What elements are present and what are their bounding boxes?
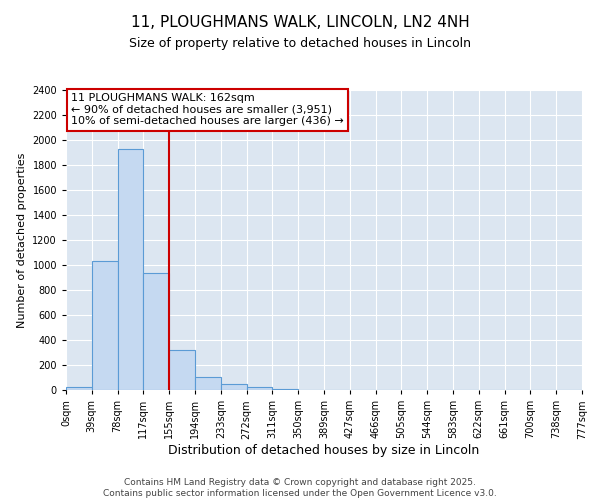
Bar bbox=[247, 387, 272, 390]
Bar bbox=[221, 384, 247, 390]
Text: Contains HM Land Registry data © Crown copyright and database right 2025.
Contai: Contains HM Land Registry data © Crown c… bbox=[103, 478, 497, 498]
Bar bbox=[66, 387, 92, 390]
Bar bbox=[169, 350, 195, 390]
Bar bbox=[118, 149, 143, 390]
Text: 11, PLOUGHMANS WALK, LINCOLN, LN2 4NH: 11, PLOUGHMANS WALK, LINCOLN, LN2 4NH bbox=[131, 15, 469, 30]
Text: 11 PLOUGHMANS WALK: 162sqm
← 90% of detached houses are smaller (3,951)
10% of s: 11 PLOUGHMANS WALK: 162sqm ← 90% of deta… bbox=[71, 93, 344, 126]
Bar bbox=[195, 377, 221, 390]
X-axis label: Distribution of detached houses by size in Lincoln: Distribution of detached houses by size … bbox=[169, 444, 479, 457]
Y-axis label: Number of detached properties: Number of detached properties bbox=[17, 152, 26, 328]
Text: Size of property relative to detached houses in Lincoln: Size of property relative to detached ho… bbox=[129, 38, 471, 51]
Bar bbox=[143, 272, 169, 390]
Bar bbox=[92, 261, 118, 390]
